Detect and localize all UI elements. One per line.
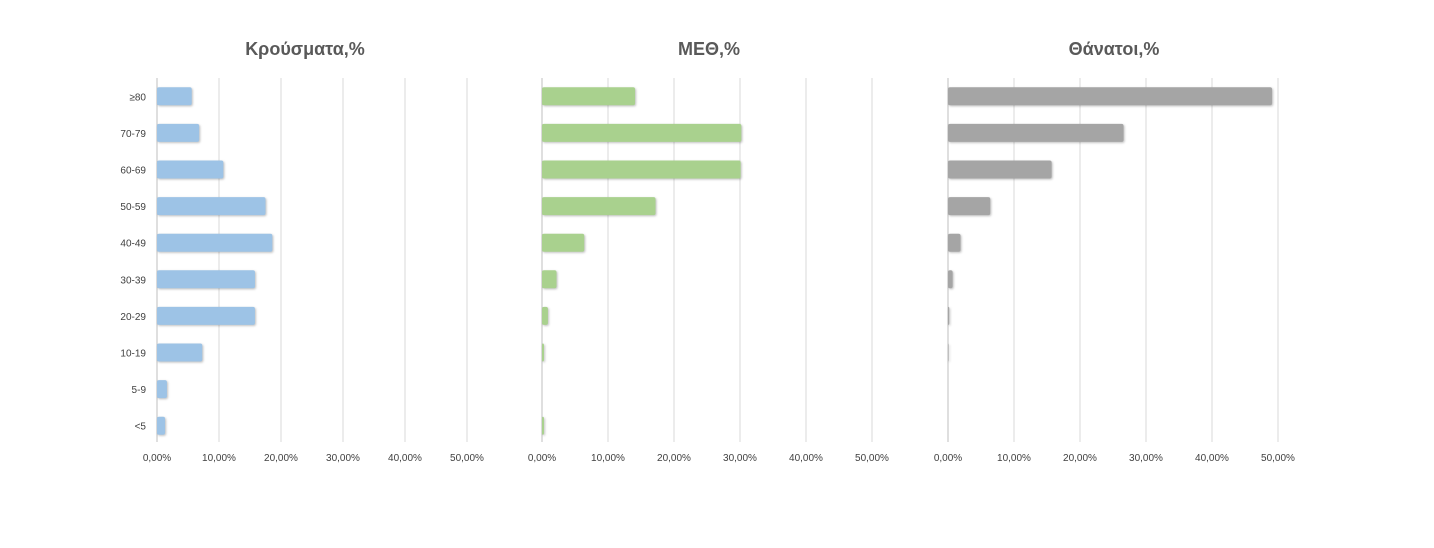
category-label: <5 <box>135 422 147 433</box>
x-tick-label-icu: 10,00% <box>591 453 625 464</box>
x-tick-label-deaths: 30,00% <box>1129 453 1163 464</box>
x-tick-label-icu: 20,00% <box>657 453 691 464</box>
x-tick-label-icu: 0,00% <box>528 453 556 464</box>
category-label: 50-59 <box>120 202 146 213</box>
x-tick-label-cases: 40,00% <box>388 453 422 464</box>
bar-deaths <box>948 123 1124 142</box>
chart-title-deaths: Θάνατοι,% <box>1069 39 1160 59</box>
bar-cases <box>157 416 166 435</box>
bar-icu <box>542 306 548 325</box>
category-label: 30-39 <box>120 275 146 286</box>
bar-cases <box>157 123 200 142</box>
category-label: 10-19 <box>120 349 146 360</box>
bar-icu <box>542 123 742 142</box>
bar-deaths <box>948 306 950 325</box>
category-label: ≥80 <box>129 92 146 103</box>
chart-title-cases: Κρούσματα,% <box>245 39 365 59</box>
category-label: 20-29 <box>120 312 146 323</box>
category-label: 60-69 <box>120 166 146 177</box>
x-tick-label-icu: 50,00% <box>855 453 889 464</box>
x-tick-label-deaths: 10,00% <box>997 453 1031 464</box>
x-tick-label-deaths: 40,00% <box>1195 453 1229 464</box>
bar-deaths <box>948 343 949 362</box>
x-tick-label-deaths: 20,00% <box>1063 453 1097 464</box>
x-tick-label-cases: 10,00% <box>202 453 236 464</box>
bar-deaths <box>948 270 953 289</box>
x-tick-label-cases: 30,00% <box>326 453 360 464</box>
bar-cases <box>157 380 167 399</box>
bar-icu <box>542 87 636 106</box>
x-tick-label-cases: 0,00% <box>143 453 171 464</box>
chart-title-icu: ΜΕΘ,% <box>678 39 740 59</box>
category-label: 40-49 <box>120 239 146 250</box>
x-tick-label-deaths: 50,00% <box>1261 453 1295 464</box>
chart-deaths: Θάνατοι,% 0,00% 10,00% 20,00% 30,00% 40,00% 50… <box>934 39 1295 464</box>
bar-deaths <box>948 160 1052 179</box>
bar-cases <box>157 343 203 362</box>
bar-cases <box>157 197 266 216</box>
category-label: 5-9 <box>132 385 147 396</box>
bar-icu <box>542 343 544 362</box>
bar-cases <box>157 270 255 289</box>
bar-cases <box>157 306 255 325</box>
bar-icu <box>542 197 656 216</box>
bar-cases <box>157 233 273 252</box>
bar-deaths <box>948 87 1273 106</box>
x-tick-label-cases: 50,00% <box>450 453 484 464</box>
bar-icu <box>542 416 544 435</box>
bar-icu <box>542 270 557 289</box>
bar-deaths <box>948 197 991 216</box>
category-label: 70-79 <box>120 129 146 140</box>
chart-cases: Κρούσματα,% ≥80 70-79 60-69 50-59 40-49 30-39 2… <box>120 39 484 464</box>
chart-icu: ΜΕΘ,% 0,00% 10,00% 20,00% 30,00% 40,00% 50,00% <box>528 39 889 464</box>
bar-icu <box>542 233 585 252</box>
bar-deaths <box>948 233 961 252</box>
x-tick-label-icu: 40,00% <box>789 453 823 464</box>
bar-icu <box>542 160 741 179</box>
x-tick-label-icu: 30,00% <box>723 453 757 464</box>
x-tick-label-cases: 20,00% <box>264 453 298 464</box>
bar-cases <box>157 87 192 106</box>
x-tick-label-deaths: 0,00% <box>934 453 962 464</box>
bar-cases <box>157 160 224 179</box>
